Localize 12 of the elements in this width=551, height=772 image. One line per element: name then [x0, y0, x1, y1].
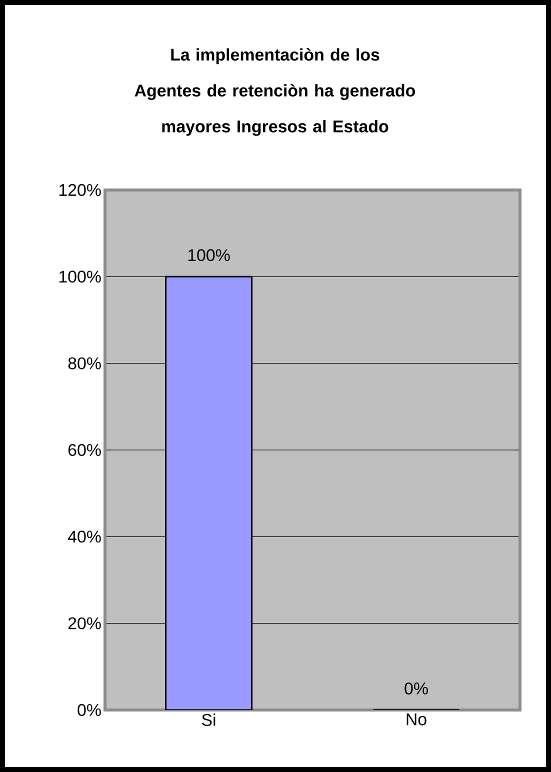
y-tick-label: 0% [78, 704, 101, 716]
y-tick-label: 120% [59, 184, 101, 196]
y-tick-label: 60% [68, 444, 101, 456]
x-tick-label: Si [202, 714, 216, 726]
data-label: 0% [404, 682, 428, 694]
y-tick-label: 20% [68, 617, 101, 630]
x-tick-label: No [406, 714, 426, 726]
y-tick-label: 100% [59, 270, 101, 283]
y-tick-label: 80% [68, 357, 101, 370]
data-label: 100% [188, 249, 230, 262]
chart-title: La implementaciòn de los Agentes de retenciòn ha generado mayores Ingresos al Estado [134, 48, 416, 136]
y-tick-label: 40% [68, 530, 101, 543]
